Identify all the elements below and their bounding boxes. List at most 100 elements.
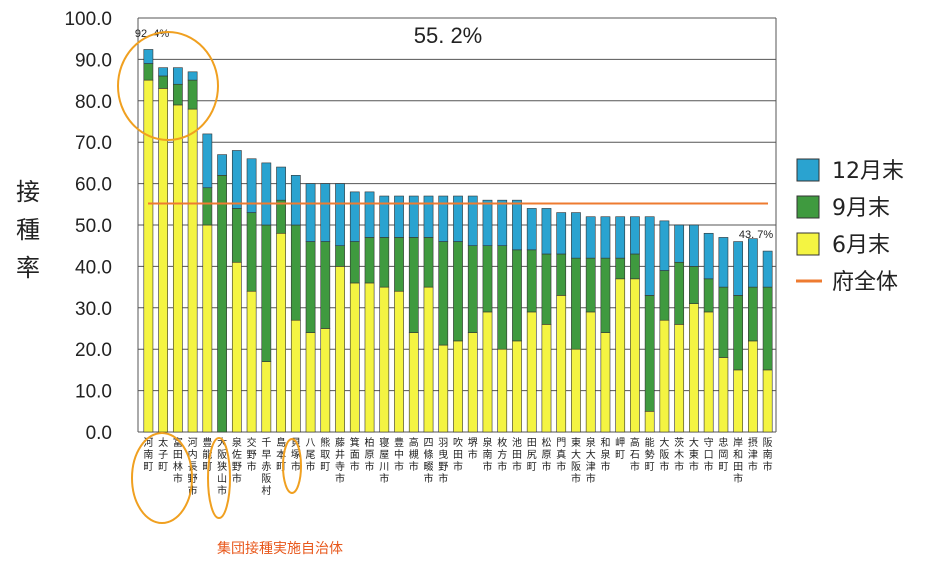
category-label-char: 市 (704, 460, 714, 473)
bar-segment-jun (718, 357, 729, 433)
bar-segment-dec (526, 208, 537, 251)
category-label-char: 原 (541, 449, 551, 461)
category-label: 熊取町 (320, 436, 330, 473)
bar-segment-sep (158, 75, 168, 89)
category-label: 枚方市 (497, 436, 507, 473)
bar-segment-dec (438, 195, 449, 242)
y-tick-label: 0.0 (86, 423, 112, 444)
bar-segment-jun (748, 340, 758, 433)
category-label-char: 勢 (645, 448, 655, 461)
category-label-char: 大 (659, 436, 669, 449)
category-label-char: 田 (453, 450, 463, 461)
category-label-char: 田 (512, 450, 522, 461)
category-label-char: 市 (379, 472, 389, 485)
bar-segment-dec (703, 232, 714, 280)
bar-segment-dec (556, 212, 567, 255)
category-label-char: 市 (600, 460, 610, 473)
category-label-char: 町 (615, 450, 625, 461)
bar-segment-dec (143, 49, 154, 64)
category-label-char: 本 (276, 448, 286, 461)
category-label-char: 市 (763, 460, 773, 473)
category-label-char: 市 (306, 460, 316, 473)
highlight-circles (117, 31, 302, 524)
category-label-char: 忠 (718, 437, 728, 449)
category-label-char: 中 (394, 448, 404, 461)
category-label: 箕面市 (350, 436, 360, 473)
category-label: 池田市 (512, 436, 522, 473)
bar-segment-dec (762, 250, 773, 288)
category-label-char: 尾 (306, 449, 316, 461)
y-tick-label: 50.0 (75, 216, 112, 237)
category-label-char: 市 (512, 460, 522, 473)
bar-segment-sep (556, 253, 567, 296)
bar-segment-dec (394, 195, 404, 238)
category-label-char: 交 (247, 436, 257, 449)
bar-segment-sep (630, 253, 640, 280)
bar-segment-sep (526, 249, 537, 313)
bar-segment-jun (482, 311, 493, 433)
category-label-char: 村 (261, 484, 271, 497)
bar-segment-sep (305, 241, 316, 333)
category-label-char: 山 (217, 473, 227, 485)
bar-segment-jun (674, 324, 685, 433)
category-label-char: 市 (659, 460, 669, 473)
category-label-char: 富 (173, 436, 183, 449)
category-label-char: 市 (335, 472, 345, 485)
category-label: 大阪市 (659, 436, 669, 473)
bar-segment-dec (217, 154, 227, 176)
category-label-char: 千 (261, 437, 271, 449)
bar-segment-sep (172, 83, 183, 106)
category-label-char: 市 (247, 460, 257, 473)
category-label-char: 岸 (733, 437, 743, 449)
category-label-char: 市 (232, 472, 242, 485)
category-label-char: 田 (527, 438, 537, 449)
category-label-char: 早 (261, 449, 271, 461)
bar-segment-sep (600, 257, 611, 333)
category-label-char: 木 (674, 449, 684, 461)
category-label-char: 塚 (291, 449, 301, 461)
bars-layer (143, 49, 773, 433)
category-label-char: 河 (143, 437, 153, 449)
bar-segment-jun (467, 332, 478, 433)
category-label: 守口市 (704, 436, 714, 473)
category-label-char: 市 (586, 472, 596, 485)
bar-segment-sep (423, 237, 434, 288)
category-label: 茨木市 (674, 436, 684, 473)
bar-segment-jun (615, 278, 626, 433)
y-axis-label-char: 種 (16, 216, 40, 244)
bar-segment-jun (497, 348, 508, 433)
bar-segment-jun (453, 340, 463, 433)
category-label-char: 内 (188, 448, 198, 461)
category-label: 豊能町 (202, 436, 212, 473)
bar-segment-jun (246, 290, 257, 433)
category-label-char: 寺 (335, 461, 345, 473)
category-label-char: 阪 (659, 448, 669, 461)
bar-segment-dec (305, 183, 316, 242)
bar-segment-jun (335, 266, 345, 433)
y-tick-label: 10.0 (75, 382, 112, 403)
category-label-char: 町 (645, 462, 655, 473)
bar-segment-jun (349, 282, 360, 433)
category-label-char: 赤 (261, 461, 271, 473)
bar-segment-dec (585, 216, 596, 259)
category-label: 八尾市 (306, 438, 316, 473)
highlight-ellipse-group2 (207, 437, 231, 519)
category-label-char: 口 (704, 450, 714, 461)
bar-segment-sep (718, 286, 729, 358)
bar-segment-dec (349, 191, 360, 242)
category-label: 吹田市 (453, 436, 463, 473)
bar-segment-dec (408, 195, 419, 238)
bar-segment-sep (644, 295, 655, 412)
category-label-char: 畷 (424, 461, 434, 473)
category-label-char: 南 (482, 448, 492, 461)
bar-segment-sep (438, 241, 449, 346)
bar-segment-jun (585, 311, 596, 433)
category-label: 河内長野市 (188, 437, 198, 497)
category-label-char: 市 (748, 460, 758, 473)
bar-segment-jun (512, 340, 522, 433)
bar-segment-dec (600, 216, 611, 259)
bar-segment-sep (408, 237, 419, 333)
bar-segment-jun (394, 290, 404, 433)
category-label: 太子町 (158, 436, 168, 473)
